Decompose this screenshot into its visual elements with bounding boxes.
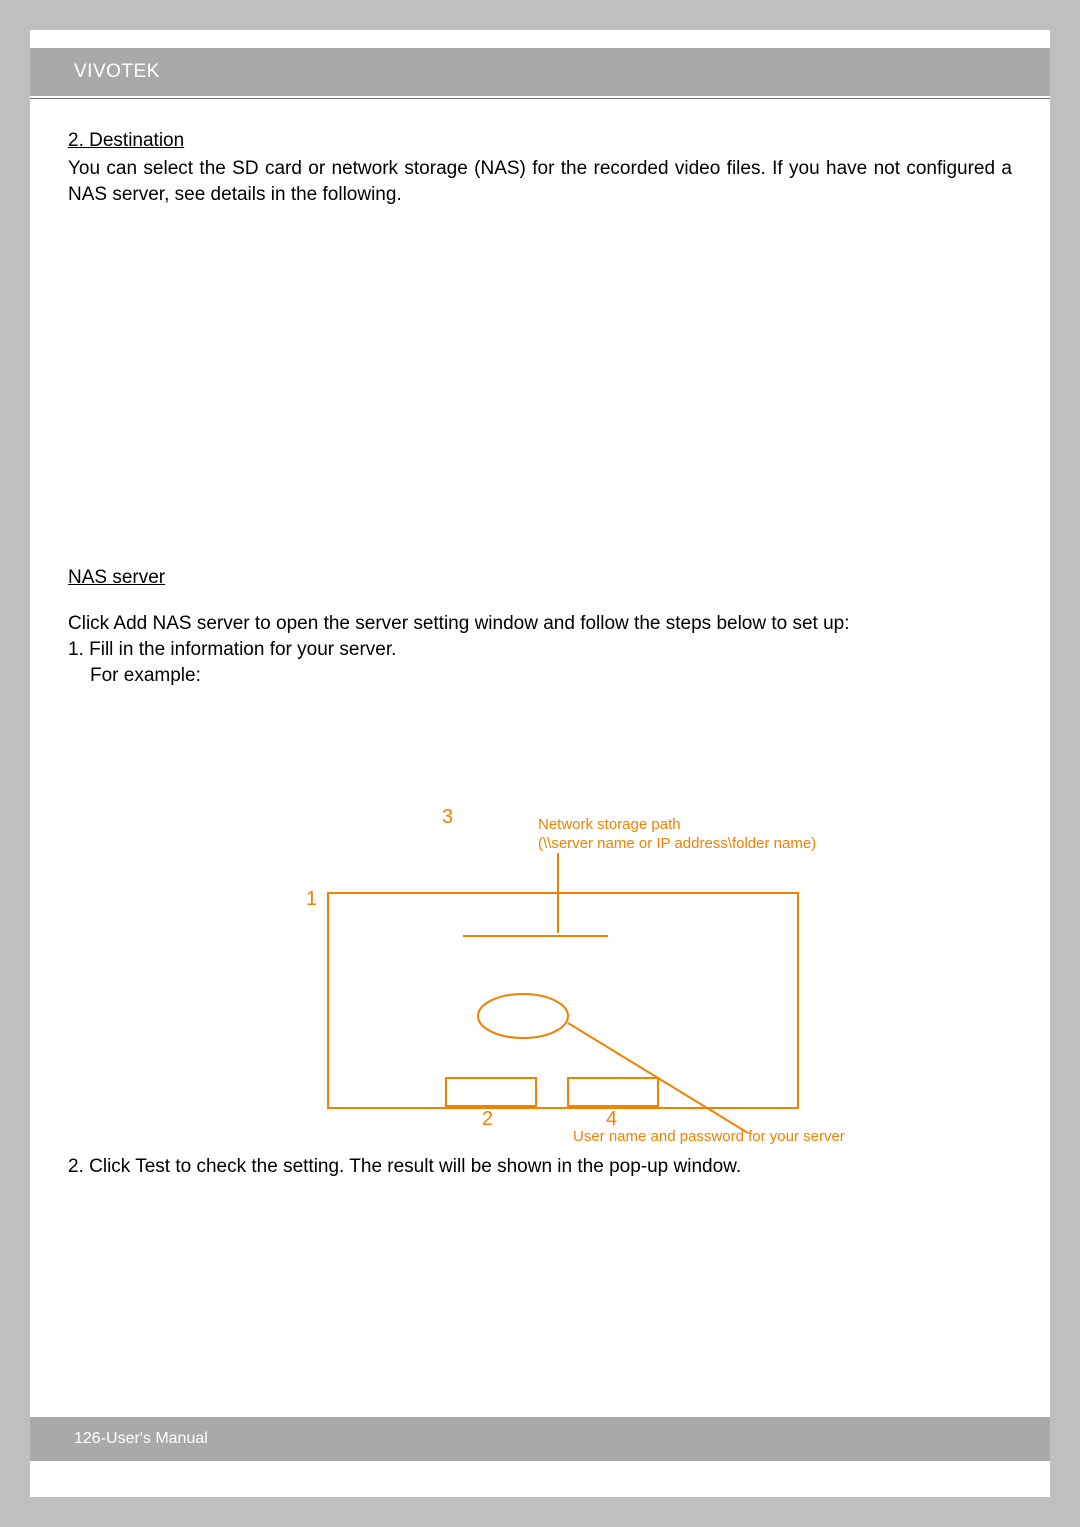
nas-intro: Click Add NAS server to open the server … <box>68 611 1012 637</box>
footer-label: User's Manual <box>106 1430 208 1448</box>
annot-network-path-line1: Network storage path <box>538 816 816 835</box>
destination-paragraph: You can select the SD card or network st… <box>68 156 1012 207</box>
callout-1: 1 <box>306 888 317 911</box>
annot-network-path-line2: (\\server name or IP address\folder name… <box>538 835 816 854</box>
nas-heading: NAS server <box>68 567 1012 589</box>
callout-3: 3 <box>442 806 453 829</box>
callout-2: 2 <box>482 1108 493 1131</box>
brand-text: VIVOTEK <box>74 61 160 83</box>
nas-step-2: 2. Click Test to check the setting. The … <box>68 1156 1012 1178</box>
page-header: VIVOTEK <box>30 48 1050 96</box>
annot-network-path: Network storage path (\\server name or I… <box>538 816 816 854</box>
footer-page-number: 126 <box>74 1430 101 1448</box>
page-content: 2. Destination You can select the SD car… <box>68 130 1012 1178</box>
callout-4: 4 <box>606 1108 617 1131</box>
page-footer: 126 - User's Manual <box>30 1417 1050 1461</box>
header-rule <box>30 98 1050 99</box>
nas-diagram: Network storage path (\\server name or I… <box>68 788 1012 1148</box>
nas-for-example: For example: <box>68 663 1012 689</box>
destination-heading: 2. Destination <box>68 130 1012 152</box>
document-page: VIVOTEK 2. Destination You can select th… <box>30 30 1050 1497</box>
nas-step-1: 1. Fill in the information for your serv… <box>68 637 1012 663</box>
